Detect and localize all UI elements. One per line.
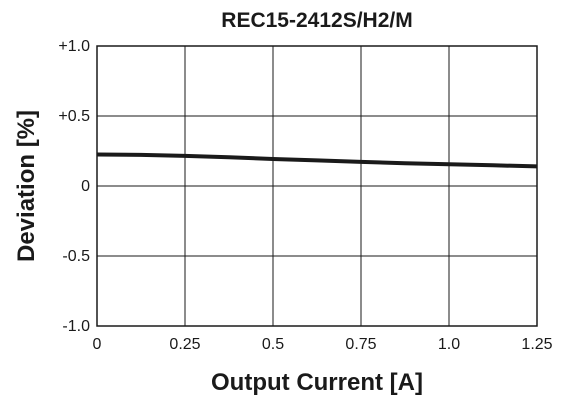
series-layer bbox=[96, 152, 538, 169]
x-tick-label: 1.25 bbox=[521, 336, 552, 353]
x-tick-label: 0.5 bbox=[262, 336, 284, 353]
series-line-0 bbox=[96, 152, 538, 169]
x-tick-labels: 0 0.25 0.5 0.75 1.0 1.25 bbox=[93, 336, 553, 353]
y-tick-label: +1.0 bbox=[58, 38, 90, 55]
y-axis-label: Deviation [%] bbox=[13, 110, 40, 262]
y-tick-labels: +1.0 +0.5 0 -0.5 -1.0 bbox=[58, 38, 90, 335]
y-tick-label: -0.5 bbox=[62, 248, 90, 265]
x-tick-label: 1.0 bbox=[438, 336, 460, 353]
x-axis-label: Output Current [A] bbox=[211, 369, 423, 396]
y-tick-label: -1.0 bbox=[62, 318, 90, 335]
grid-lines bbox=[96, 45, 538, 327]
x-tick-label: 0.75 bbox=[345, 336, 376, 353]
chart-title: REC15-2412S/H2/M bbox=[221, 9, 412, 32]
x-tick-label: 0 bbox=[93, 336, 102, 353]
plot-frame bbox=[96, 45, 538, 327]
y-tick-label: +0.5 bbox=[58, 108, 90, 125]
x-tick-label: 0.25 bbox=[169, 336, 200, 353]
y-tick-label: 0 bbox=[81, 178, 90, 195]
